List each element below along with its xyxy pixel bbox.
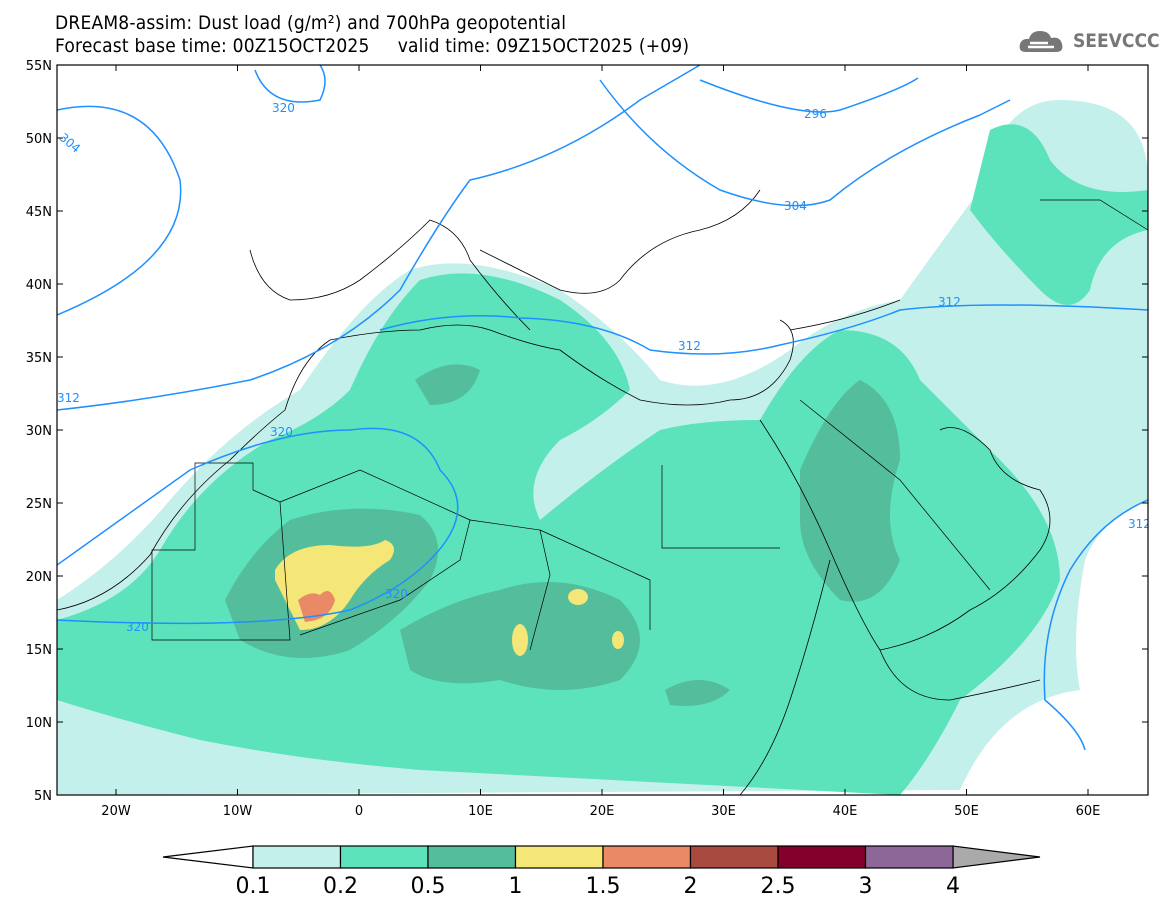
lon-label: 10W — [223, 804, 253, 819]
lon-label: 60E — [1076, 804, 1101, 819]
colorbar-swatch — [864, 845, 954, 869]
lat-label: 25N — [26, 497, 52, 512]
seevccc-logo: SEEVCCC — [1018, 28, 1160, 54]
colorbar-label: 1 — [509, 874, 523, 899]
colorbar-swatch — [689, 845, 779, 869]
dust-level-0.5 — [665, 680, 730, 706]
dust-level-1 — [568, 589, 588, 605]
colorbar-swatch — [514, 845, 604, 869]
colorbar-swatch — [777, 845, 867, 869]
lat-label: 50N — [26, 132, 52, 147]
dust-level-1 — [512, 624, 528, 656]
lon-label: 30E — [711, 804, 736, 819]
colorbar-label: 0.5 — [411, 874, 446, 899]
colorbar-label: 1.5 — [586, 874, 621, 899]
map-area: 320 304 296 304 312 312 312 320 320 320 … — [57, 65, 1151, 795]
lat-label: 5N — [34, 789, 52, 804]
colorbar-label: 4 — [946, 874, 960, 899]
dust-level-0.2 — [57, 273, 1060, 795]
dust-level-0.5 — [415, 364, 480, 405]
colorbar-label: 2.5 — [761, 874, 796, 899]
lat-label: 10N — [26, 716, 52, 731]
colorbar-under-arrow — [162, 845, 254, 869]
svg-text:320: 320 — [272, 101, 295, 115]
lat-label: 55N — [26, 59, 52, 74]
svg-text:320: 320 — [385, 587, 408, 601]
lon-label: 50E — [954, 804, 979, 819]
lat-label: 15N — [26, 643, 52, 658]
lon-label: 20E — [590, 804, 615, 819]
colorbar-label: 0.2 — [323, 874, 358, 899]
svg-text:320: 320 — [126, 620, 149, 634]
dust-level-1 — [612, 631, 624, 649]
map-title: DREAM8-assim: Dust load (g/m²) and 700hP… — [55, 12, 567, 34]
colorbar-label: 0.1 — [236, 874, 271, 899]
lon-label: 20W — [101, 804, 131, 819]
dust-level-0.2 — [970, 124, 1148, 306]
svg-text:312: 312 — [1128, 517, 1151, 531]
dust-level-0.5 — [800, 380, 900, 602]
lat-label: 45N — [26, 205, 52, 220]
svg-text:312: 312 — [938, 295, 961, 309]
colorbar-swatch — [427, 845, 517, 869]
geopotential-contours — [57, 65, 1148, 751]
lat-label: 35N — [26, 351, 52, 366]
lon-label: 40E — [833, 804, 858, 819]
colorbar-swatch — [339, 845, 429, 869]
colorbar-over-arrow — [952, 845, 1041, 869]
contour-labels: 320 304 296 304 312 312 312 320 320 320 … — [57, 101, 1151, 634]
svg-text:320: 320 — [270, 425, 293, 439]
colorbar-label: 3 — [859, 874, 873, 899]
lat-label: 20N — [26, 570, 52, 585]
lon-label: 10E — [468, 804, 493, 819]
axis-ticks: 55N 50N 45N 40N 35N 30N 25N 20N 15N 10N 5N 20W 10W 0 1… — [26, 59, 1148, 819]
country-borders — [151, 199, 1148, 651]
svg-text:296: 296 — [804, 107, 827, 121]
colorbar-label: 2 — [684, 874, 698, 899]
colorbar-swatch — [252, 845, 342, 869]
lat-label: 40N — [26, 278, 52, 293]
colorbar: 0.1 0.2 0.5 1 1.5 2 2.5 3 4 — [162, 845, 1041, 899]
lon-label: 0 — [355, 804, 363, 819]
svg-text:312: 312 — [678, 339, 701, 353]
lat-label: 30N — [26, 424, 52, 439]
svg-text:304: 304 — [784, 199, 807, 213]
colorbar-swatch — [602, 845, 692, 869]
svg-text:312: 312 — [57, 391, 80, 405]
map-subtitle-times: Forecast base time: 00Z15OCT2025 valid t… — [55, 35, 690, 57]
cloud-icon — [1019, 31, 1063, 52]
logo-text: SEEVCCC — [1073, 30, 1160, 52]
